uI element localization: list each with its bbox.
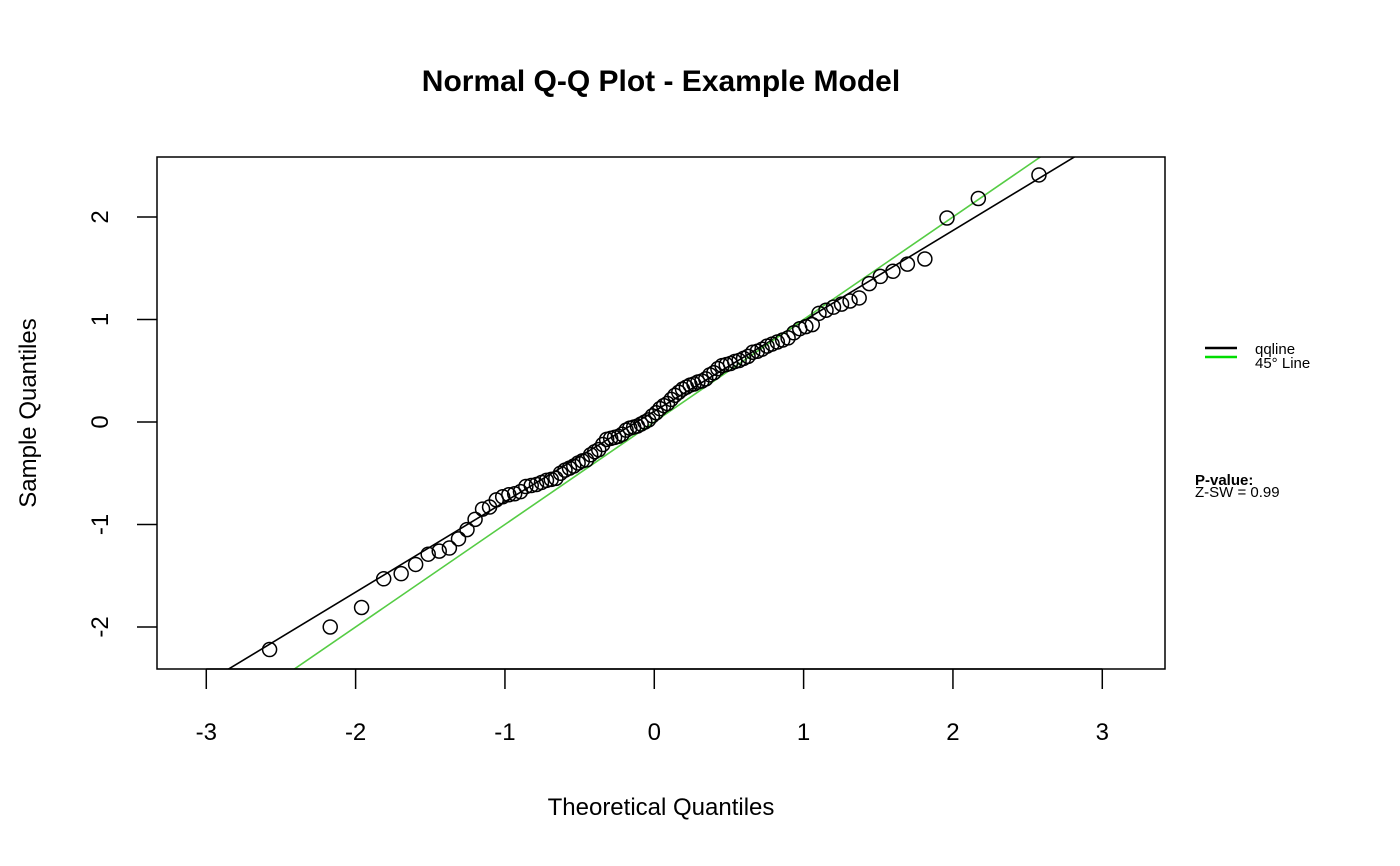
data-point: [671, 384, 687, 400]
x-tick-label: 1: [797, 719, 810, 746]
data-point: [885, 263, 901, 280]
data-point: [833, 296, 850, 312]
y-tick-label: -1: [87, 514, 114, 535]
data-point: [523, 477, 539, 494]
data-point: [548, 470, 564, 487]
data-point: [939, 210, 955, 226]
data-point: [804, 316, 821, 333]
data-point: [494, 489, 511, 505]
y-tick-label: -2: [87, 616, 114, 637]
p-value-heading: P-value:: [1195, 472, 1253, 489]
p-value-annotation: P-value: Z-SW = 0.99: [1195, 472, 1280, 501]
legend: qqline 45° Line: [1205, 341, 1310, 372]
x-tick-label: -2: [345, 719, 366, 746]
data-point: [566, 458, 582, 474]
x-tick-label: -3: [196, 719, 217, 746]
data-point: [1031, 167, 1047, 183]
data-point: [842, 293, 858, 309]
data-point: [899, 256, 916, 272]
data-point: [811, 305, 827, 322]
data-point: [578, 452, 595, 468]
y-axis-label: Sample Quantiles: [15, 318, 42, 507]
data-point: [582, 447, 599, 463]
x-tick-label: 2: [946, 719, 959, 746]
data-point: [518, 478, 534, 495]
data-point: [851, 290, 867, 306]
x-axis: -3 -2 -1 0 1 2 3: [196, 668, 1109, 746]
data-point: [595, 436, 611, 453]
data-point: [698, 371, 714, 387]
data-point: [740, 348, 756, 365]
data-point: [420, 546, 436, 562]
data-point: [261, 641, 278, 658]
data-point: [353, 599, 370, 616]
legend-label-45-line: 45° Line: [1255, 355, 1310, 372]
chart-title: Normal Q-Q Plot - Example Model: [422, 65, 900, 98]
data-point: [407, 556, 424, 573]
y-tick-label: 1: [87, 313, 114, 326]
data-point: [798, 318, 814, 335]
data-point: [552, 465, 569, 481]
data-point: [474, 501, 491, 517]
data-point: [590, 441, 607, 458]
data-points: [261, 167, 1047, 658]
x-tick-label: 0: [648, 719, 661, 746]
data-point: [322, 619, 338, 635]
x-tick-label: -1: [494, 719, 515, 746]
x-axis-label: Theoretical Quantiles: [548, 794, 775, 821]
plot-frame: [156, 156, 1166, 670]
data-point: [917, 251, 933, 267]
y-axis: -2 -1 0 1 2: [87, 210, 157, 638]
data-point: [375, 571, 392, 587]
data-point: [780, 330, 796, 346]
data-point: [431, 543, 447, 559]
data-point: [501, 486, 517, 503]
y-tick-label: 0: [87, 415, 114, 428]
data-point: [633, 416, 649, 432]
data-point: [861, 275, 878, 292]
legend-label-qqline: qqline: [1255, 341, 1295, 358]
data-point: [970, 190, 987, 207]
y-tick-label: 2: [87, 210, 114, 223]
data-point: [459, 521, 475, 538]
data-point: [467, 511, 483, 528]
data-point: [825, 299, 842, 315]
data-point: [818, 302, 834, 318]
data-point: [618, 422, 634, 438]
data-point: [441, 540, 458, 556]
data-point: [450, 531, 467, 547]
x-tick-label: 3: [1096, 719, 1109, 746]
p-value-text: Z-SW = 0.99: [1195, 484, 1280, 501]
data-point: [393, 565, 409, 582]
